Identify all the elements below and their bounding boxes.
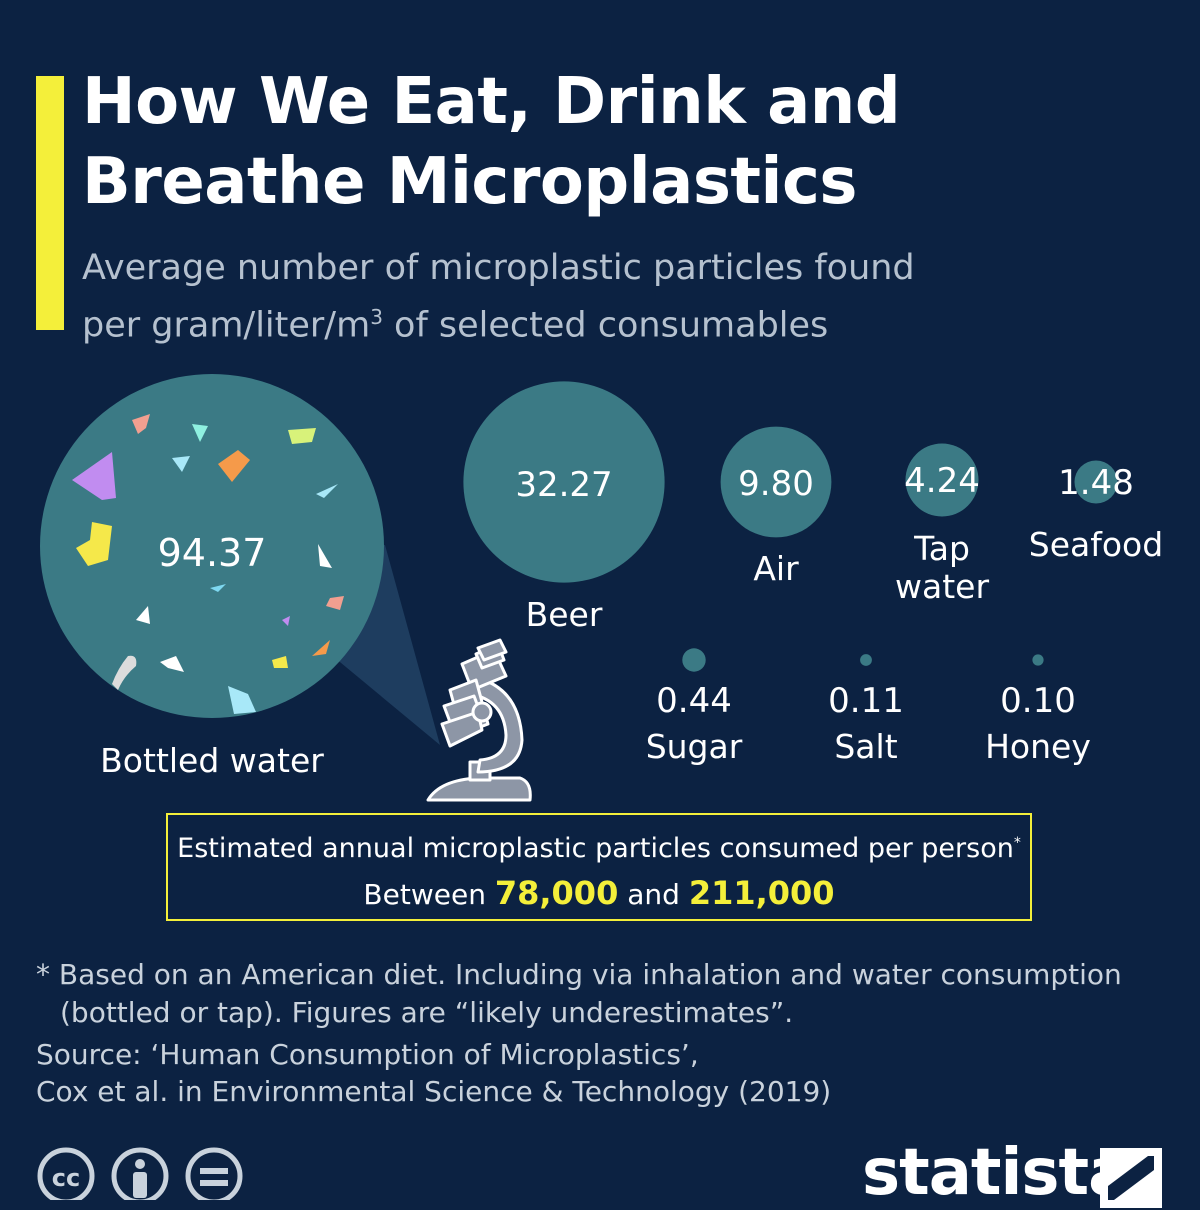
callout-range: Between 78,000 and 211,000	[168, 873, 1030, 915]
svg-text:cc: cc	[52, 1164, 80, 1192]
bubble-sugar	[682, 648, 706, 672]
callout-label: Estimated annual microplastic particles …	[177, 833, 1014, 864]
chart-title: How We Eat, Drink and Breathe Microplast…	[82, 65, 901, 219]
chart-subtitle: Average number of microplastic particles…	[82, 244, 1082, 351]
nd-equals-icon	[185, 1147, 243, 1200]
microplastic-fragments-icon	[72, 414, 344, 714]
subtitle-line1: Average number of microplastic particles…	[82, 248, 915, 288]
footnote-line2: (bottled or tap). Figures are “likely un…	[60, 996, 794, 1029]
value-label-air: 9.80	[738, 464, 814, 504]
source-line1: Source: ‘Human Consumption of Microplast…	[36, 1038, 699, 1071]
bubble-seafood	[1074, 460, 1118, 504]
category-label-salt: Salt	[834, 727, 897, 766]
subtitle-sup: 3	[370, 305, 383, 329]
footnote-line1: * Based on an American diet. Including v…	[36, 958, 1122, 991]
title-accent-bar	[36, 76, 64, 330]
statista-logo-mark-icon	[1100, 1148, 1162, 1208]
bubble-chart: 94.37 Bottled water 32.27 Beer 9.80 Air 4.24 Ta…	[40, 374, 1163, 802]
category-label-honey: Honey	[985, 727, 1091, 766]
category-label-beer: Beer	[526, 595, 603, 634]
value-label-honey: 0.10	[1000, 681, 1076, 721]
license-icons: cc	[37, 1147, 243, 1200]
range-prefix: Between	[363, 878, 495, 911]
category-label-seafood: Seafood	[1029, 525, 1163, 564]
bubble-honey	[1032, 654, 1044, 666]
category-label-sugar: Sugar	[646, 727, 743, 766]
footnote: * Based on an American diet. Including v…	[36, 956, 1156, 1032]
category-label-tap-water: Tap water	[895, 529, 989, 606]
source-line2: Cox et al. in Environmental Science & Te…	[36, 1075, 832, 1108]
range-low: 78,000	[494, 874, 619, 912]
value-label-seafood: 1.48	[1058, 463, 1134, 503]
bubble-tap-water	[905, 443, 979, 517]
range-mid: and	[618, 878, 689, 911]
bubble-beer	[463, 381, 665, 583]
cc-icon: cc	[37, 1147, 95, 1200]
bubble-salt	[860, 654, 872, 666]
value-label-salt: 0.11	[828, 681, 904, 721]
bubble-bottled-water	[40, 374, 384, 718]
subtitle-line2-pre: per gram/liter/m	[82, 305, 371, 346]
by-attribution-icon	[111, 1147, 169, 1200]
callout-text: Estimated annual microplastic particles …	[168, 825, 1030, 867]
value-label-beer: 32.27	[515, 465, 612, 505]
value-label-tap-water: 4.24	[904, 461, 980, 501]
category-label-bottled-water: Bottled water	[100, 741, 324, 780]
bubble-group: 94.37 Bottled water 32.27 Beer 9.80 Air 4.24 Ta…	[40, 374, 1163, 780]
microscope-icon	[426, 638, 532, 802]
category-label-air: Air	[753, 549, 799, 588]
value-label-sugar: 0.44	[656, 681, 732, 721]
statista-logo: statista	[862, 1138, 1172, 1208]
annual-consumption-callout: Estimated annual microplastic particles …	[166, 813, 1032, 921]
range-high: 211,000	[688, 874, 835, 912]
logo-text: statista	[862, 1136, 1131, 1210]
source: Source: ‘Human Consumption of Microplast…	[36, 1036, 1156, 1110]
bubble-air	[720, 426, 832, 538]
subtitle-line2-post: of selected consumables	[382, 305, 829, 346]
value-label-bottled-water: 94.37	[158, 531, 267, 575]
callout-asterisk: *	[1013, 835, 1021, 851]
